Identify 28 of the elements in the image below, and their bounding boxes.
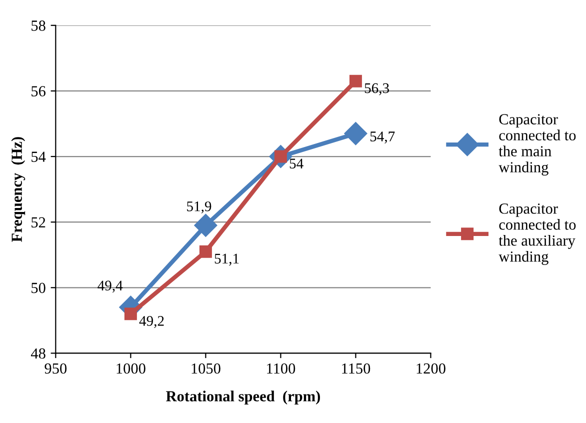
data-label: 49,4 xyxy=(98,280,123,293)
point xyxy=(349,74,362,88)
point xyxy=(344,122,368,146)
y-tick-label: 48 xyxy=(30,348,46,359)
data-label: 54 xyxy=(290,158,304,168)
x-tick-label: 1050 xyxy=(192,363,220,374)
data-label: 51,1 xyxy=(214,254,239,266)
data-label: 49,2 xyxy=(139,316,164,328)
point xyxy=(194,214,218,237)
legend-label: Capacitor connected to the main winding xyxy=(498,114,576,176)
y-tick-label: 58 xyxy=(32,20,46,31)
y-tick-label: 56 xyxy=(32,86,46,96)
y-tick-label: 50 xyxy=(32,282,46,294)
y-tick-label: 54 xyxy=(32,152,46,162)
point xyxy=(124,308,137,320)
legend-label: Capacitor connected to the auxiliary winding xyxy=(498,204,576,265)
x-axis-title: Rotational speed (rpm) xyxy=(166,390,320,405)
x-tick-label: 1100 xyxy=(267,363,296,374)
x-tick-label: 950 xyxy=(44,363,67,374)
point xyxy=(199,245,212,258)
x-tick-label: 1200 xyxy=(416,363,446,374)
y-axis-title: Frequency (Hz) xyxy=(11,137,26,242)
data-label: 56,3 xyxy=(364,83,389,96)
x-tick-label: 1000 xyxy=(116,363,146,374)
y-tick-label: 52 xyxy=(32,217,46,228)
data-label: 51,9 xyxy=(187,201,212,214)
x-tick-label: 1150 xyxy=(342,363,370,374)
data-label: 54,7 xyxy=(370,132,395,144)
